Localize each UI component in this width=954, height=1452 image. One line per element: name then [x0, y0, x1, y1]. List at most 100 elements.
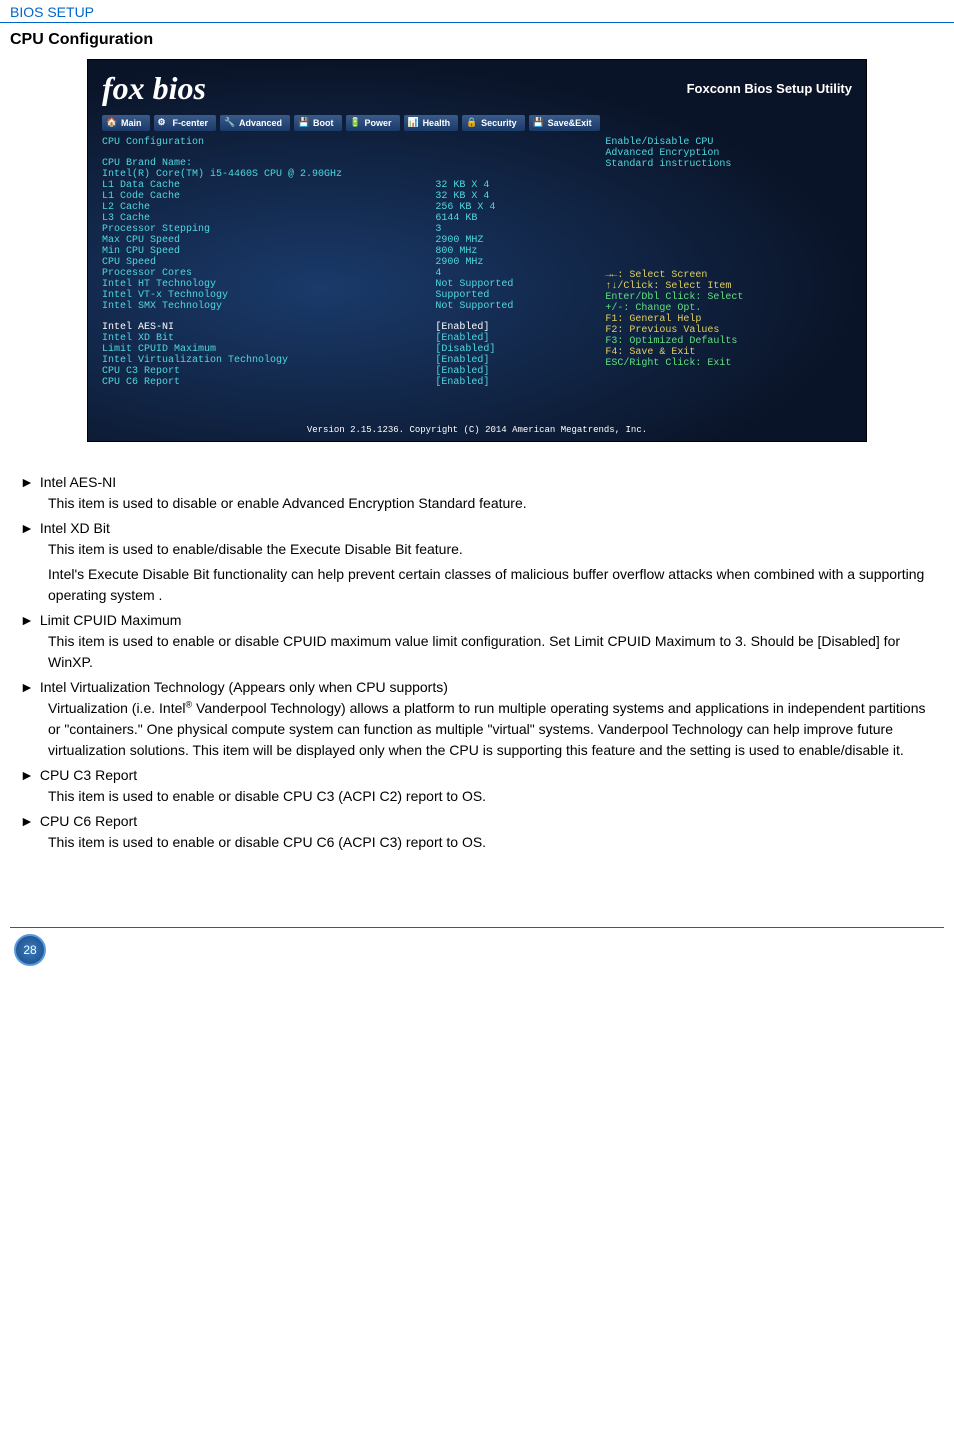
- cpu-option-row[interactable]: Intel XD Bit[Enabled]: [102, 333, 595, 344]
- cpu-info-row: Processor Stepping3: [102, 224, 595, 235]
- cpu-info-value: 256 KB X 4: [435, 202, 595, 213]
- cpu-info-label: Max CPU Speed: [102, 235, 435, 246]
- cpu-info-row: Processor Cores4: [102, 268, 595, 279]
- cpu-option-label: CPU C3 Report: [102, 366, 435, 377]
- cpu-option-row[interactable]: Intel AES-NI[Enabled]: [102, 322, 595, 333]
- doc-item-title: CPU C3 Report: [40, 765, 137, 786]
- bios-tab-security[interactable]: Security: [462, 115, 525, 131]
- doc-item-desc: This item is used to disable or enable A…: [48, 493, 934, 514]
- doc-item-title: Intel XD Bit: [40, 518, 110, 539]
- cpu-info-value: 2900 MHZ: [435, 235, 595, 246]
- footer-line: [10, 927, 944, 928]
- tab-icon: [533, 117, 545, 129]
- doc-item-title: Intel Virtualization Technology (Appears…: [40, 677, 448, 698]
- bios-tab-health[interactable]: Health: [404, 115, 459, 131]
- cpu-info-label: Intel HT Technology: [102, 279, 435, 290]
- doc-item-head: ►Intel Virtualization Technology (Appear…: [20, 677, 934, 698]
- cpu-info-value: 2900 MHz: [435, 257, 595, 268]
- help-text: Standard instructions: [605, 159, 852, 170]
- cpu-option-row[interactable]: CPU C3 Report[Enabled]: [102, 366, 595, 377]
- doc-item-desc: This item is used to enable or disable C…: [48, 832, 934, 853]
- tab-icon: [350, 117, 362, 129]
- cpu-info-row: Intel SMX TechnologyNot Supported: [102, 301, 595, 312]
- arrow-icon: ►: [20, 811, 34, 832]
- bios-tab-power[interactable]: Power: [346, 115, 400, 131]
- page-number-badge: 28: [14, 934, 46, 966]
- tab-label: F-center: [173, 118, 209, 128]
- cpu-info-value: Not Supported: [435, 279, 595, 290]
- cpu-info-value: 3: [435, 224, 595, 235]
- cpu-info-label: Intel VT-x Technology: [102, 290, 435, 301]
- cpu-info-label: CPU Speed: [102, 257, 435, 268]
- cpu-info-row: L2 Cache256 KB X 4: [102, 202, 595, 213]
- tab-label: Security: [481, 118, 517, 128]
- cpu-option-label: CPU C6 Report: [102, 377, 435, 388]
- cpu-option-row[interactable]: Intel Virtualization Technology[Enabled]: [102, 355, 595, 366]
- doc-item-desc: This item is used to enable or disable C…: [48, 631, 934, 673]
- help-key-hint: →←: Select Screen: [605, 270, 852, 281]
- help-key-hint: F4: Save & Exit: [605, 347, 852, 358]
- arrow-icon: ►: [20, 518, 34, 539]
- tab-label: Main: [121, 118, 142, 128]
- help-text: Advanced Encryption: [605, 148, 852, 159]
- arrow-icon: ►: [20, 610, 34, 631]
- doc-item-head: ► Intel AES-NI: [20, 472, 934, 493]
- cpu-option-row[interactable]: Limit CPUID Maximum[Disabled]: [102, 344, 595, 355]
- bios-tabs: Main F-center AdvancedBootPowerHealth Secur…: [102, 115, 852, 131]
- doc-item-title: Intel AES-NI: [40, 472, 116, 493]
- section-header: BIOS SETUP: [0, 0, 954, 23]
- tab-icon: [158, 117, 170, 129]
- cpu-info-label: L3 Cache: [102, 213, 435, 224]
- cpu-option-label: Intel XD Bit: [102, 333, 435, 344]
- cpu-info-row: CPU Speed2900 MHz: [102, 257, 595, 268]
- help-key-hint: ↑↓/Click: Select Item: [605, 281, 852, 292]
- bios-tab-fcenter[interactable]: F-center: [154, 115, 217, 131]
- help-key-hint: F3: Optimized Defaults: [605, 336, 852, 347]
- tab-label: Save&Exit: [548, 118, 592, 128]
- arrow-icon: ►: [20, 472, 34, 493]
- help-key-hint: ESC/Right Click: Exit: [605, 358, 852, 369]
- cpu-option-value: [Enabled]: [435, 366, 595, 377]
- help-key-hint: F2: Previous Values: [605, 325, 852, 336]
- arrow-icon: ►: [20, 765, 34, 786]
- bios-utility-title: Foxconn Bios Setup Utility: [687, 81, 852, 96]
- cpu-option-value: [Disabled]: [435, 344, 595, 355]
- cpu-option-label: Intel AES-NI: [102, 322, 435, 333]
- help-key-hint: +/-: Change Opt.: [605, 303, 852, 314]
- doc-item-head: ► Intel XD Bit: [20, 518, 934, 539]
- doc-item-desc: This item is used to enable or disable C…: [48, 786, 934, 807]
- cpu-option-value: [Enabled]: [435, 355, 595, 366]
- cpu-info-row: Min CPU Speed800 MHz: [102, 246, 595, 257]
- cpu-option-value: [Enabled]: [435, 333, 595, 344]
- bios-tab-boot[interactable]: Boot: [294, 115, 342, 131]
- doc-item-desc: Virtualization (i.e. Intel® Vanderpool T…: [48, 698, 934, 761]
- cpu-option-value: [Enabled]: [435, 322, 595, 333]
- cpu-info-label: Processor Cores: [102, 268, 435, 279]
- cpu-info-label: Min CPU Speed: [102, 246, 435, 257]
- cpu-info-value: 32 KB X 4: [435, 191, 595, 202]
- cpu-info-label: L1 Data Cache: [102, 180, 435, 191]
- cpu-info-label: Processor Stepping: [102, 224, 435, 235]
- cpu-brand-label: CPU Brand Name:: [102, 158, 595, 169]
- cpu-option-row[interactable]: CPU C6 Report[Enabled]: [102, 377, 595, 388]
- cpu-option-label: Intel Virtualization Technology: [102, 355, 435, 366]
- doc-item-desc: This item is used to enable/disable the …: [48, 539, 934, 560]
- cpu-info-row: Max CPU Speed2900 MHZ: [102, 235, 595, 246]
- cpu-info-value: Supported: [435, 290, 595, 301]
- cpu-info-row: L3 Cache6144 KB: [102, 213, 595, 224]
- bios-tab-saveexit[interactable]: Save&Exit: [529, 115, 600, 131]
- doc-item-desc: Intel's Execute Disable Bit functionalit…: [48, 564, 934, 606]
- cpu-info-row: L1 Data Cache32 KB X 4: [102, 180, 595, 191]
- bios-tab-main[interactable]: Main: [102, 115, 150, 131]
- tab-icon: [298, 117, 310, 129]
- tab-icon: [224, 117, 236, 129]
- tab-icon: [466, 117, 478, 129]
- help-text: Enable/Disable CPU: [605, 137, 852, 148]
- cpu-info-value: 800 MHz: [435, 246, 595, 257]
- page-title: CPU Configuration: [10, 31, 954, 49]
- cpu-brand-value: Intel(R) Core(TM) i5-4460S CPU @ 2.90GHz: [102, 169, 595, 180]
- cpu-info-label: L1 Code Cache: [102, 191, 435, 202]
- tab-icon: [106, 117, 118, 129]
- bios-tab-advanced[interactable]: Advanced: [220, 115, 290, 131]
- doc-item-title: CPU C6 Report: [40, 811, 137, 832]
